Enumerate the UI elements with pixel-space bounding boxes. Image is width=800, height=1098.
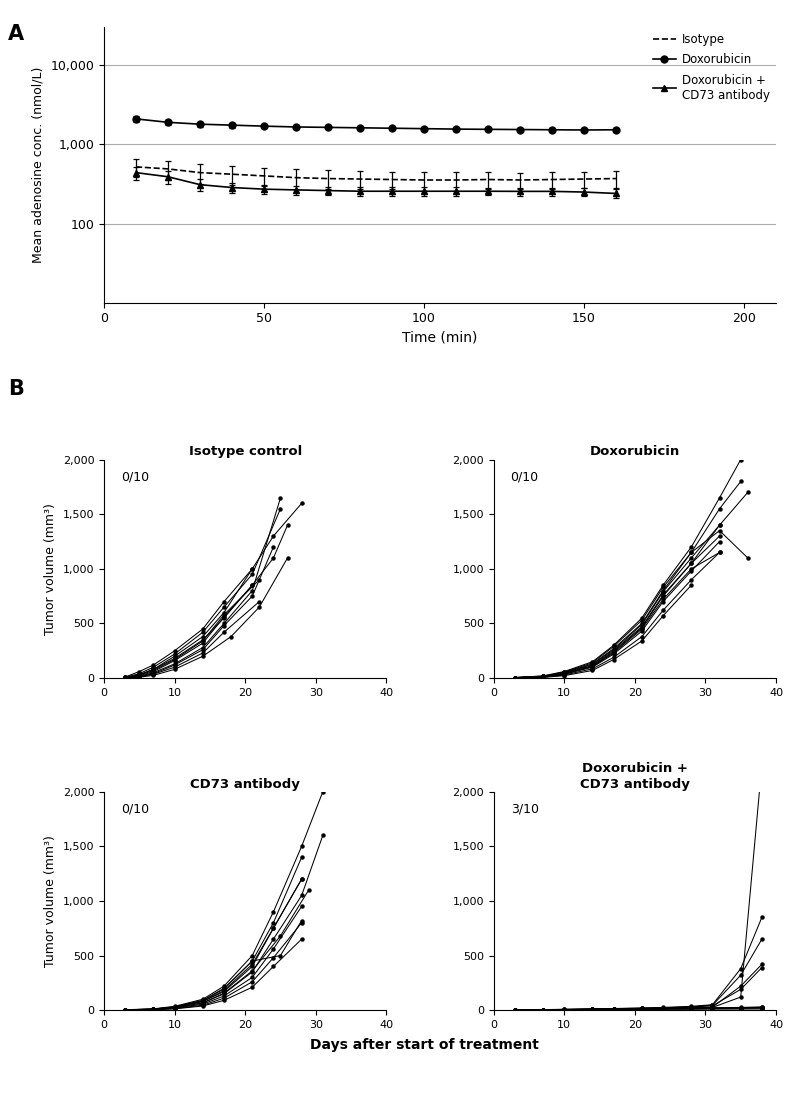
Legend: Isotype, Doxorubicin, Doxorubicin +
CD73 antibody: Isotype, Doxorubicin, Doxorubicin + CD73… [653,33,770,101]
Y-axis label: Tumor volume (mm³): Tumor volume (mm³) [44,503,57,635]
Text: B: B [8,379,24,399]
Y-axis label: Mean adenosine conc. (nmol/L): Mean adenosine conc. (nmol/L) [32,67,45,264]
Title: Isotype control: Isotype control [189,446,302,459]
Text: 0/10: 0/10 [121,471,149,483]
Title: Doxorubicin +
CD73 antibody: Doxorubicin + CD73 antibody [580,762,690,791]
Text: 0/10: 0/10 [121,803,149,816]
Title: Doxorubicin: Doxorubicin [590,446,680,459]
Text: 3/10: 3/10 [510,803,538,816]
Text: A: A [8,24,24,44]
Y-axis label: Tumor volume (mm³): Tumor volume (mm³) [44,834,57,967]
Text: Days after start of treatment: Days after start of treatment [310,1038,538,1052]
Title: CD73 antibody: CD73 antibody [190,777,300,791]
Text: 0/10: 0/10 [510,471,538,483]
X-axis label: Time (min): Time (min) [402,330,478,345]
